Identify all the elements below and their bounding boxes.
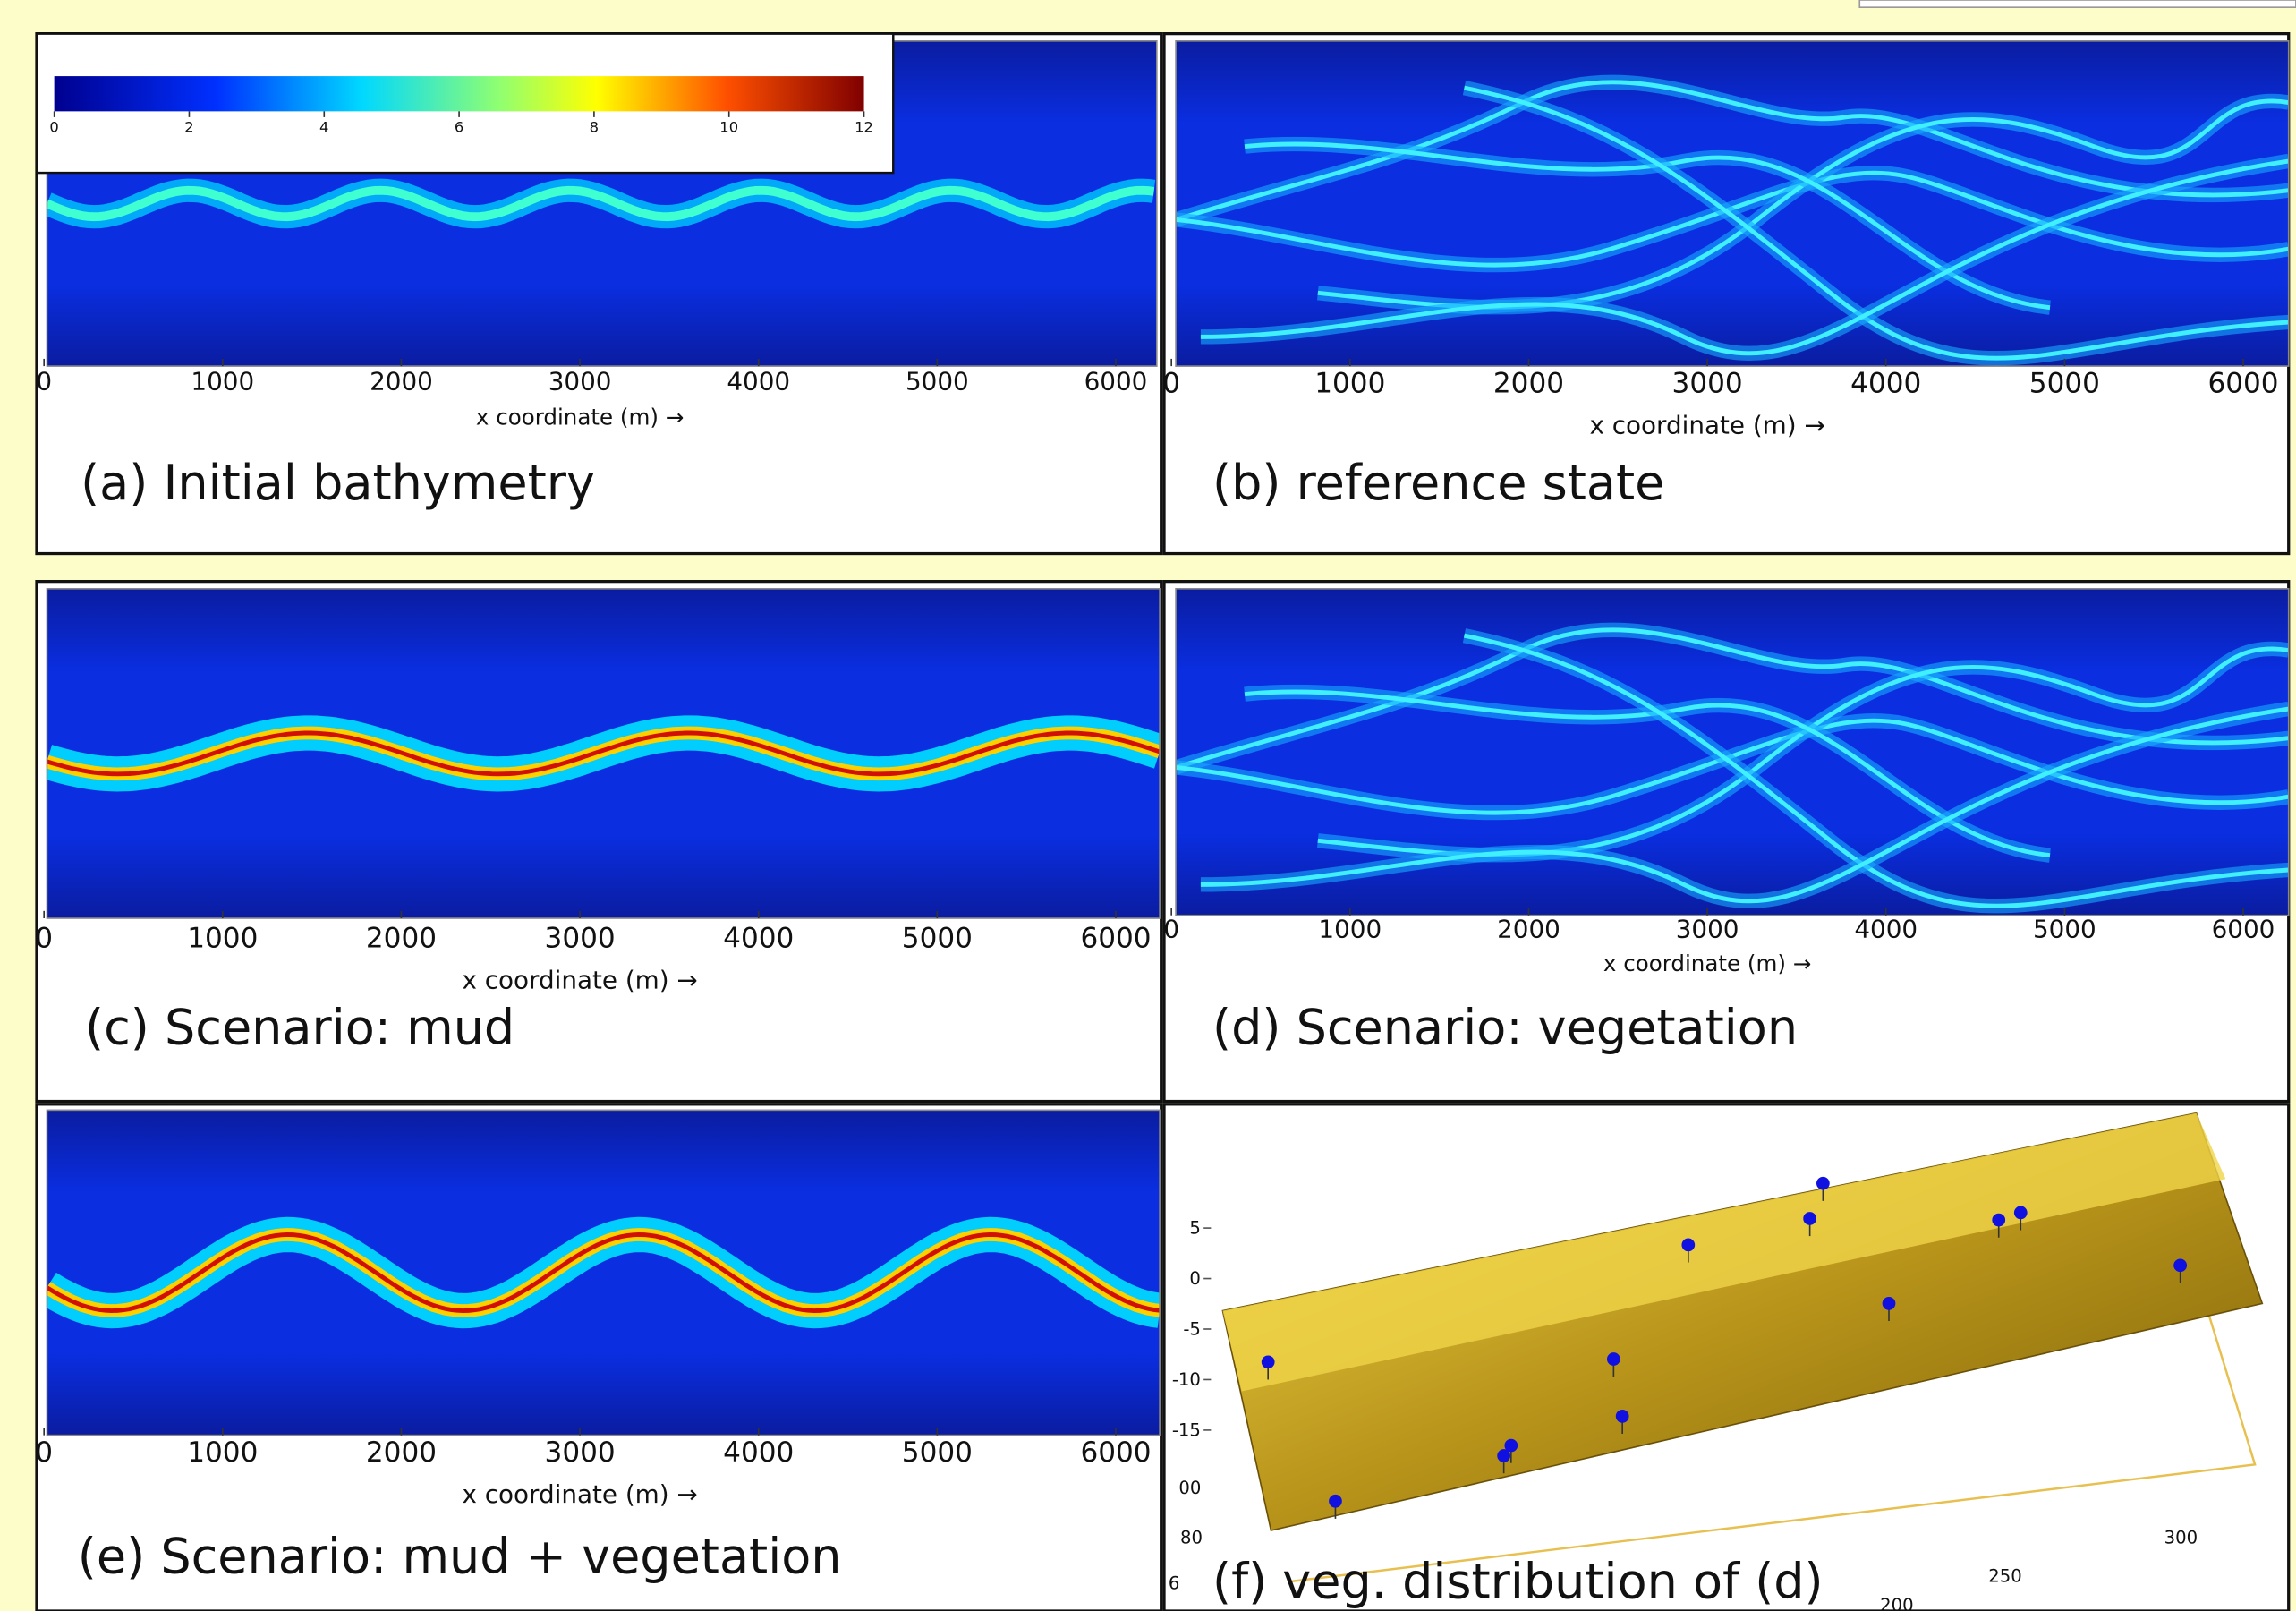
x-tick-label: 0	[36, 366, 52, 396]
x-tick-label: 5000	[902, 1436, 973, 1469]
side-label: 00	[1178, 1478, 1201, 1498]
colorbar-tick-label: 8	[590, 118, 599, 135]
x-tick-label: 4000	[1850, 368, 1921, 400]
pin	[1883, 1297, 1896, 1310]
x-tick-label: 6000	[1084, 366, 1148, 396]
x-tick-label: 3000	[545, 1436, 616, 1469]
pin	[1329, 1495, 1342, 1508]
pin	[1681, 1239, 1695, 1252]
colorbar-tick-label: 12	[855, 118, 873, 135]
plot	[47, 1110, 1160, 1435]
floor-label: 200	[1880, 1595, 1913, 1611]
x-tick-label: 4000	[1854, 914, 1918, 943]
pin	[1992, 1214, 2005, 1227]
caption: (f) veg. distribution of (d)	[1212, 1553, 1824, 1609]
z-tick-label: 5	[1189, 1218, 1201, 1239]
corner-box	[1859, 0, 2296, 7]
plot	[47, 589, 1160, 918]
x-tick-label: 3000	[548, 366, 612, 396]
colorbar-tick-label: 6	[455, 118, 463, 135]
x-axis-label: x coordinate (m) →	[1603, 950, 1811, 976]
caption: (d) Scenario: vegetation	[1212, 1000, 1798, 1056]
x-tick-label: 6000	[1080, 1436, 1151, 1469]
x-tick-label: 1000	[187, 1436, 258, 1469]
x-tick-label: 0	[1162, 368, 1180, 400]
x-tick-label: 5000	[902, 923, 973, 955]
x-tick-label: 2000	[370, 366, 433, 396]
colorbar-tick-label: 10	[719, 118, 738, 135]
x-axis-label: x coordinate (m) →	[1589, 410, 1824, 439]
x-tick-label: 5000	[2033, 914, 2096, 943]
z-tick-label: -10	[1172, 1369, 1201, 1390]
x-tick-label: 5000	[906, 366, 969, 396]
colorbar-bar	[55, 76, 864, 111]
x-tick-label: 6000	[2207, 368, 2278, 400]
pin	[2014, 1206, 2028, 1220]
x-tick-label: 0	[35, 923, 53, 955]
caption: (c) Scenario: mud	[85, 1000, 514, 1056]
z-tick-label: -15	[1172, 1419, 1201, 1440]
x-tick-label: 1000	[1314, 368, 1385, 400]
floor-label: 250	[1988, 1565, 2021, 1586]
x-axis-label: x coordinate (m) →	[476, 405, 684, 430]
x-tick-label: 4000	[723, 1436, 794, 1469]
x-tick-label: 2000	[366, 923, 437, 955]
figure: 0100020003000400050006000x coordinate (m…	[0, 0, 2296, 1611]
z-tick-label: -5	[1183, 1319, 1201, 1340]
x-tick-label: 3000	[1672, 368, 1743, 400]
panel: 0 1000 2000 3000 4000 5000 6000 x coordinate (m…	[35, 1104, 1161, 1611]
floor-label: 300	[2164, 1528, 2198, 1548]
colorbar-tick-label: 4	[319, 118, 328, 135]
x-tick-label: 4000	[727, 366, 790, 396]
colorbar-tick-label: 2	[184, 118, 193, 135]
x-tick-label: 1000	[191, 366, 254, 396]
pin	[1497, 1449, 1510, 1462]
side-label: 6	[1169, 1573, 1180, 1593]
pin	[2173, 1258, 2187, 1272]
panel: 0 1000 2000 3000 4000 5000 6000 x coordinate (m…	[1162, 34, 2288, 554]
caption: (a) Initial bathymetry	[81, 455, 595, 511]
caption: (e) Scenario: mud + vegetation	[78, 1528, 842, 1584]
x-tick-label: 6000	[2212, 914, 2275, 943]
plot	[1176, 589, 2289, 916]
caption: (b) reference state	[1212, 455, 1664, 511]
z-tick-label: 0	[1189, 1268, 1201, 1289]
x-tick-label: 2000	[1493, 368, 1564, 400]
pin	[1816, 1177, 1830, 1190]
x-tick-label: 3000	[545, 923, 616, 955]
x-tick-label: 6000	[1080, 923, 1151, 955]
pin	[1803, 1212, 1816, 1225]
pin	[1262, 1355, 1275, 1368]
pin	[1607, 1352, 1620, 1366]
colorbar-tick-label: 0	[49, 118, 58, 135]
x-tick-label: 3000	[1676, 914, 1739, 943]
x-axis-label: x coordinate (m) →	[462, 1479, 697, 1509]
plot	[1176, 41, 2289, 366]
panel-f: 5 0 -5 -10 -15 00 80 6 300 250 200 (f) veg. distrib…	[1164, 1104, 2289, 1611]
x-tick-label: 1000	[187, 923, 258, 955]
panel: 0 1000 2000 3000 4000 5000 6000 x coordinate (m…	[35, 582, 1161, 1102]
x-tick-label: 5000	[2029, 368, 2100, 400]
x-tick-label: 4000	[723, 923, 794, 955]
side-label: 80	[1180, 1528, 1203, 1548]
x-tick-label: 0	[35, 1436, 53, 1469]
x-tick-label: 2000	[1497, 914, 1560, 943]
panel: 0 1000 2000 3000 4000 5000 6000 x coordinate (m…	[1163, 582, 2288, 1102]
colorbar: 0 2 4 6 8 10 12	[37, 34, 893, 173]
x-tick-label: 2000	[366, 1436, 437, 1469]
x-axis-label: x coordinate (m) →	[462, 966, 697, 995]
x-tick-label: 1000	[1318, 914, 1382, 943]
x-tick-label: 0	[1163, 914, 1179, 943]
pin	[1616, 1410, 1629, 1423]
